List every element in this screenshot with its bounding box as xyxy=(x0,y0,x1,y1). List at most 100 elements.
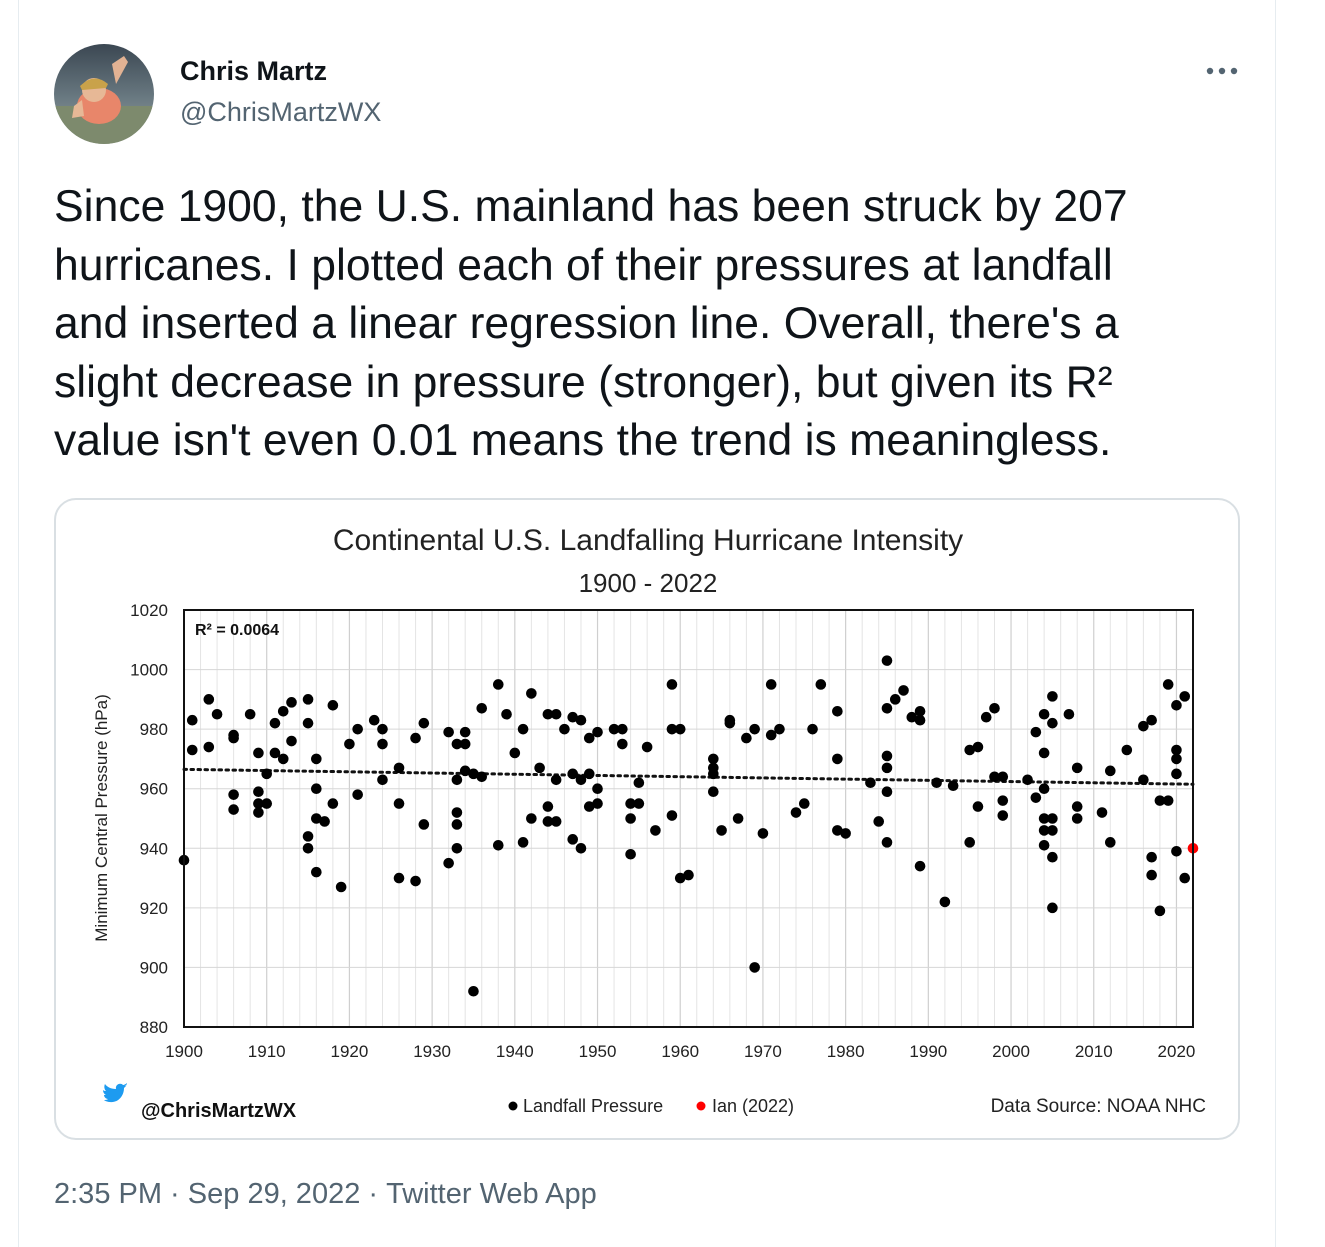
author-handle[interactable]: @ChrisMartzWX xyxy=(180,97,382,127)
chart-legend: Landfall Pressure Ian (2022) xyxy=(508,1096,794,1116)
plot-frame xyxy=(183,609,1194,1028)
landfall-point xyxy=(451,842,463,854)
landfall-point xyxy=(1038,708,1050,720)
landfall-point xyxy=(881,762,893,774)
landfall-point xyxy=(625,813,636,824)
landfall-point xyxy=(1121,744,1133,756)
tweet-date[interactable]: Sep 29, 2022 xyxy=(187,1178,361,1210)
avatar[interactable] xyxy=(54,44,154,144)
landfall-point xyxy=(509,747,521,759)
landfall-point xyxy=(567,711,579,723)
x-tick-label: 1900 xyxy=(165,1042,203,1061)
landfall-point xyxy=(964,837,975,848)
landfall-point xyxy=(1171,744,1182,756)
x-tick-label: 1930 xyxy=(413,1042,451,1061)
landfall-point xyxy=(964,744,975,756)
axis-labels: 1900 1910 1920 1930 1940 1950 1960 1970 1980 1990… xyxy=(130,601,1195,1061)
x-tick-label: 2020 xyxy=(1158,1042,1196,1061)
x-tick-label: 1990 xyxy=(909,1042,947,1061)
landfall-point xyxy=(1038,825,1050,836)
landfall-point xyxy=(451,738,463,750)
landfall-point xyxy=(443,726,454,738)
landfall-point xyxy=(583,732,595,744)
landfall-point xyxy=(865,777,876,789)
landfall-point xyxy=(980,711,992,723)
tweet-source[interactable]: Twitter Web App xyxy=(386,1178,597,1210)
chart-data-source: Data Source: NOAA NHC xyxy=(991,1096,1206,1117)
landfall-point xyxy=(939,896,951,908)
landfall-point xyxy=(881,655,893,666)
landfall-point xyxy=(410,732,421,744)
landfall-point xyxy=(534,762,545,774)
y-tick-label: 920 xyxy=(140,899,168,918)
x-tick-label: 1970 xyxy=(744,1042,782,1061)
landfall-point xyxy=(997,810,1009,821)
landfall-point xyxy=(1104,765,1116,777)
landfall-point xyxy=(1047,851,1058,863)
landfall-point xyxy=(1171,700,1182,711)
landfall-point xyxy=(302,842,314,854)
landfall-point xyxy=(550,816,562,827)
landfall-point xyxy=(873,816,885,827)
more-options-button[interactable] xyxy=(1200,56,1244,86)
chart-credit-handle: @ChrisMartzWX xyxy=(141,1100,297,1122)
landfall-point xyxy=(1071,813,1083,824)
landfall-point xyxy=(650,825,661,836)
landfall-point xyxy=(244,708,256,720)
landfall-point xyxy=(716,825,727,836)
landfall-point xyxy=(708,786,719,797)
landfall-point xyxy=(526,688,537,699)
author-name[interactable]: Chris Martz xyxy=(180,56,328,86)
landfall-point xyxy=(335,881,347,893)
landfall-point xyxy=(749,962,760,973)
y-tick-label: 940 xyxy=(140,839,168,858)
landfall-point xyxy=(1179,872,1191,884)
landfall-point xyxy=(228,789,239,800)
tweet-media-chart[interactable]: Continental U.S. Landfalling Hurricane I… xyxy=(54,498,1240,1140)
r-squared-annotation: R² = 0.0064 xyxy=(195,622,279,639)
landfall-point xyxy=(724,717,736,729)
y-tick-label: 900 xyxy=(140,958,168,977)
landfall-point xyxy=(253,786,264,797)
landfall-point xyxy=(881,750,893,762)
landfall-point xyxy=(352,723,363,735)
landfall-point xyxy=(542,708,554,720)
landfall-point xyxy=(989,771,1000,783)
tweet-metadata: 2:35 PM · Sep 29, 2022 · Twitter Web App xyxy=(54,1178,597,1211)
landfall-point xyxy=(972,741,984,753)
landfall-point xyxy=(1162,679,1174,690)
landfall-point xyxy=(1154,795,1166,806)
landfall-point xyxy=(997,771,1009,783)
landfall-point xyxy=(459,726,471,738)
x-tick-label: 1940 xyxy=(496,1042,534,1061)
landfall-point xyxy=(253,798,264,809)
landfall-point xyxy=(327,700,339,711)
avatar-photo xyxy=(54,44,154,144)
landfall-point xyxy=(1038,747,1050,759)
landfall-point xyxy=(666,679,678,690)
landfall-point xyxy=(459,765,471,777)
landfall-point xyxy=(1154,905,1166,917)
landfall-point xyxy=(468,768,479,780)
landfall-point xyxy=(302,717,314,729)
landfall-point xyxy=(674,723,686,735)
landfall-point xyxy=(617,738,628,750)
y-axis-title: Minimum Central Pressure (hPa) xyxy=(92,694,111,942)
landfall-point xyxy=(1146,869,1157,881)
legend-marker-ian xyxy=(696,1101,706,1111)
landfall-point xyxy=(517,837,529,848)
landfall-point xyxy=(790,807,802,818)
trendline-layer xyxy=(182,767,1195,786)
landfall-point xyxy=(807,723,818,735)
landfall-point xyxy=(575,774,587,786)
x-tick-label: 2010 xyxy=(1075,1042,1113,1061)
landfall-point xyxy=(1063,708,1075,720)
landfall-point xyxy=(881,786,893,797)
landfall-point xyxy=(741,732,752,744)
landfall-point xyxy=(1071,801,1083,812)
landfall-point xyxy=(881,837,893,848)
tweet-time[interactable]: 2:35 PM xyxy=(54,1178,162,1210)
landfall-point xyxy=(1030,792,1042,803)
x-tick-label: 2000 xyxy=(992,1042,1030,1061)
landfall-point xyxy=(798,798,810,809)
